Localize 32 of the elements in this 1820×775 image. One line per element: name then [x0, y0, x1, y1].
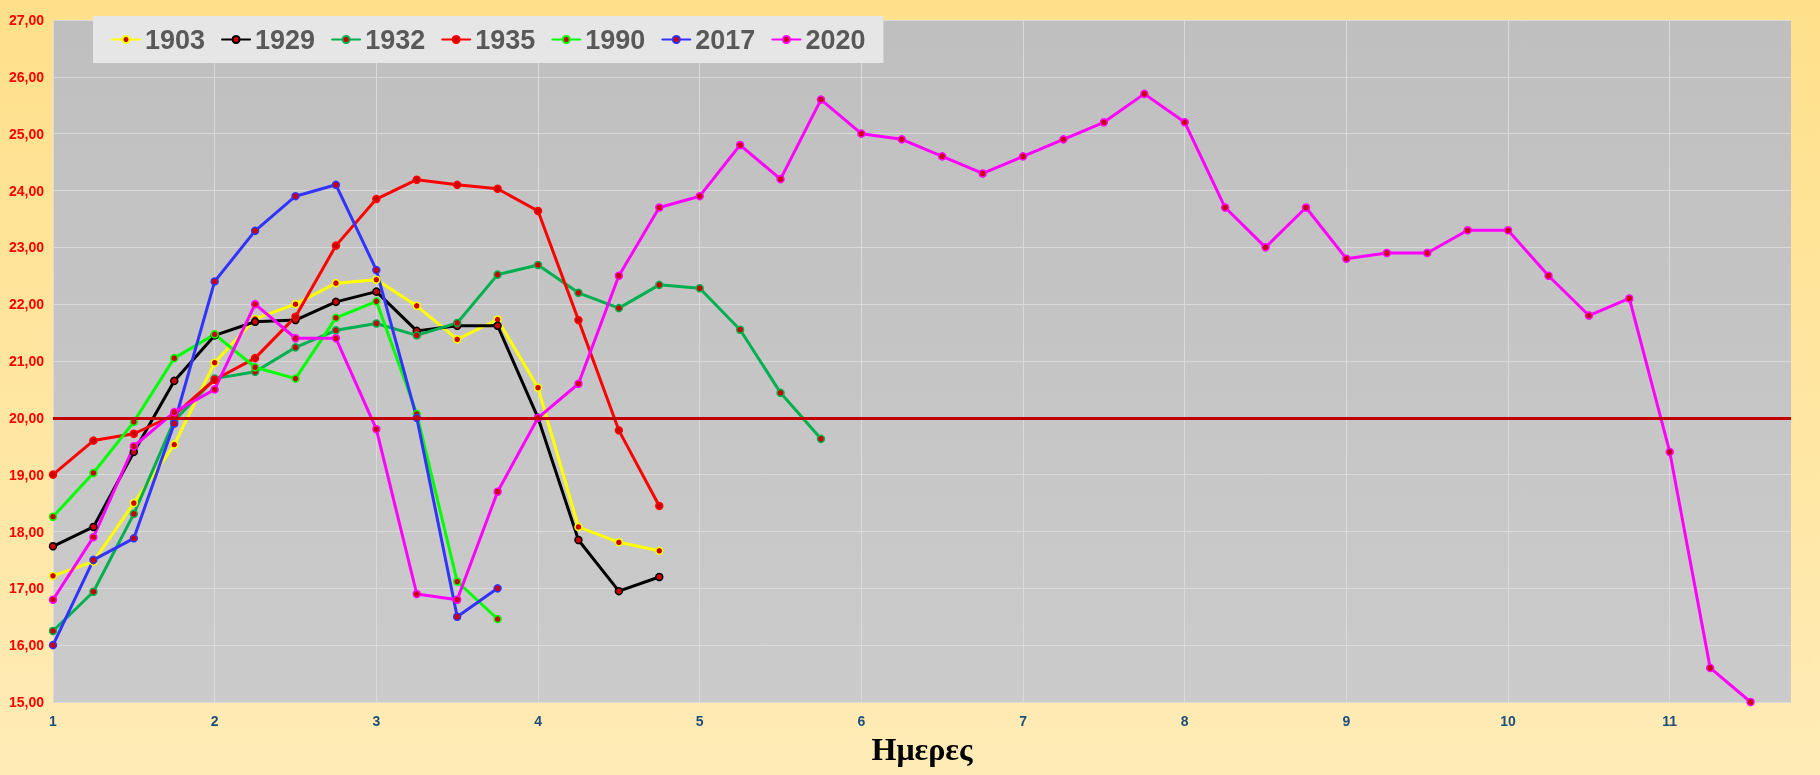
y-tick-label: 18,00: [8, 523, 45, 540]
y-tick-label: 26,00: [8, 68, 45, 85]
legend-label: 2020: [805, 24, 866, 55]
x-tick-label: 3: [372, 713, 381, 729]
x-tick-label: 9: [1342, 713, 1351, 729]
y-tick-label: 20,00: [8, 409, 45, 426]
y-tick-label: 16,00: [8, 637, 45, 654]
legend-label: 1929: [255, 24, 316, 55]
y-tick-label: 25,00: [8, 125, 45, 142]
x-tick-label: 2: [210, 713, 219, 729]
y-tick-label: 19,00: [8, 466, 45, 483]
legend-label: 1903: [145, 24, 206, 55]
y-tick-label: 22,00: [8, 296, 45, 313]
y-tick-label: 21,00: [8, 353, 45, 369]
x-tick-label: 10: [1500, 713, 1517, 729]
legend-label: 1932: [365, 24, 426, 55]
x-tick-label: 5: [695, 713, 704, 729]
y-tick-label: 27,00: [8, 12, 45, 28]
legend-label: 1990: [585, 24, 646, 55]
y-tick-label: 24,00: [8, 182, 45, 199]
x-tick-label: 7: [1019, 713, 1028, 729]
x-tick-label: 1: [49, 713, 58, 729]
x-tick-label: 6: [857, 713, 866, 729]
y-tick-label: 15,00: [8, 694, 45, 710]
y-tick-label: 23,00: [8, 239, 45, 256]
x-tick-label: 8: [1180, 713, 1189, 729]
x-tick-label: 11: [1662, 713, 1678, 729]
legend-label: 1935: [475, 24, 536, 55]
legend-label: 2017: [695, 24, 756, 55]
x-axis-title: Ημερες: [871, 730, 973, 767]
x-tick-label: 4: [534, 713, 543, 729]
y-tick-label: 17,00: [8, 580, 45, 597]
